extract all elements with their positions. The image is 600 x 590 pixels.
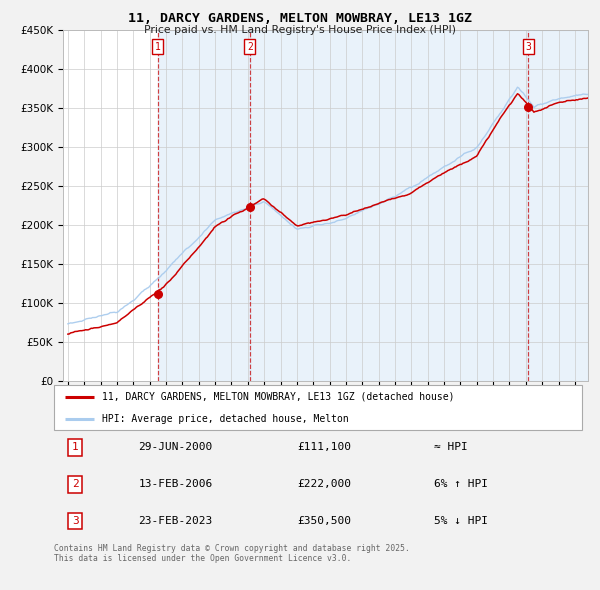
Text: 1: 1 (155, 42, 161, 52)
Text: 6% ↑ HPI: 6% ↑ HPI (434, 479, 488, 489)
Text: 29-JUN-2000: 29-JUN-2000 (139, 442, 213, 453)
Text: 2: 2 (72, 479, 79, 489)
Bar (250, 30, 529, 381)
Text: ≈ HPI: ≈ HPI (434, 442, 468, 453)
Text: £350,500: £350,500 (297, 516, 351, 526)
Text: Contains HM Land Registry data © Crown copyright and database right 2025.
This d: Contains HM Land Registry data © Crown c… (54, 544, 410, 563)
Text: £111,100: £111,100 (297, 442, 351, 453)
Text: 3: 3 (526, 42, 531, 52)
Text: 11, DARCY GARDENS, MELTON MOWBRAY, LE13 1GZ (detached house): 11, DARCY GARDENS, MELTON MOWBRAY, LE13 … (101, 392, 454, 402)
Text: 1: 1 (72, 442, 79, 453)
Text: 5% ↓ HPI: 5% ↓ HPI (434, 516, 488, 526)
Text: £222,000: £222,000 (297, 479, 351, 489)
Text: HPI: Average price, detached house, Melton: HPI: Average price, detached house, Melt… (101, 414, 348, 424)
FancyBboxPatch shape (54, 385, 582, 430)
Text: Price paid vs. HM Land Registry's House Price Index (HPI): Price paid vs. HM Land Registry's House … (144, 25, 456, 35)
Text: 2: 2 (247, 42, 253, 52)
Text: 13-FEB-2006: 13-FEB-2006 (139, 479, 213, 489)
Text: 3: 3 (72, 516, 79, 526)
Text: 11, DARCY GARDENS, MELTON MOWBRAY, LE13 1GZ: 11, DARCY GARDENS, MELTON MOWBRAY, LE13 … (128, 12, 472, 25)
Bar (529, 30, 588, 381)
Text: 23-FEB-2023: 23-FEB-2023 (139, 516, 213, 526)
Bar (158, 30, 250, 381)
